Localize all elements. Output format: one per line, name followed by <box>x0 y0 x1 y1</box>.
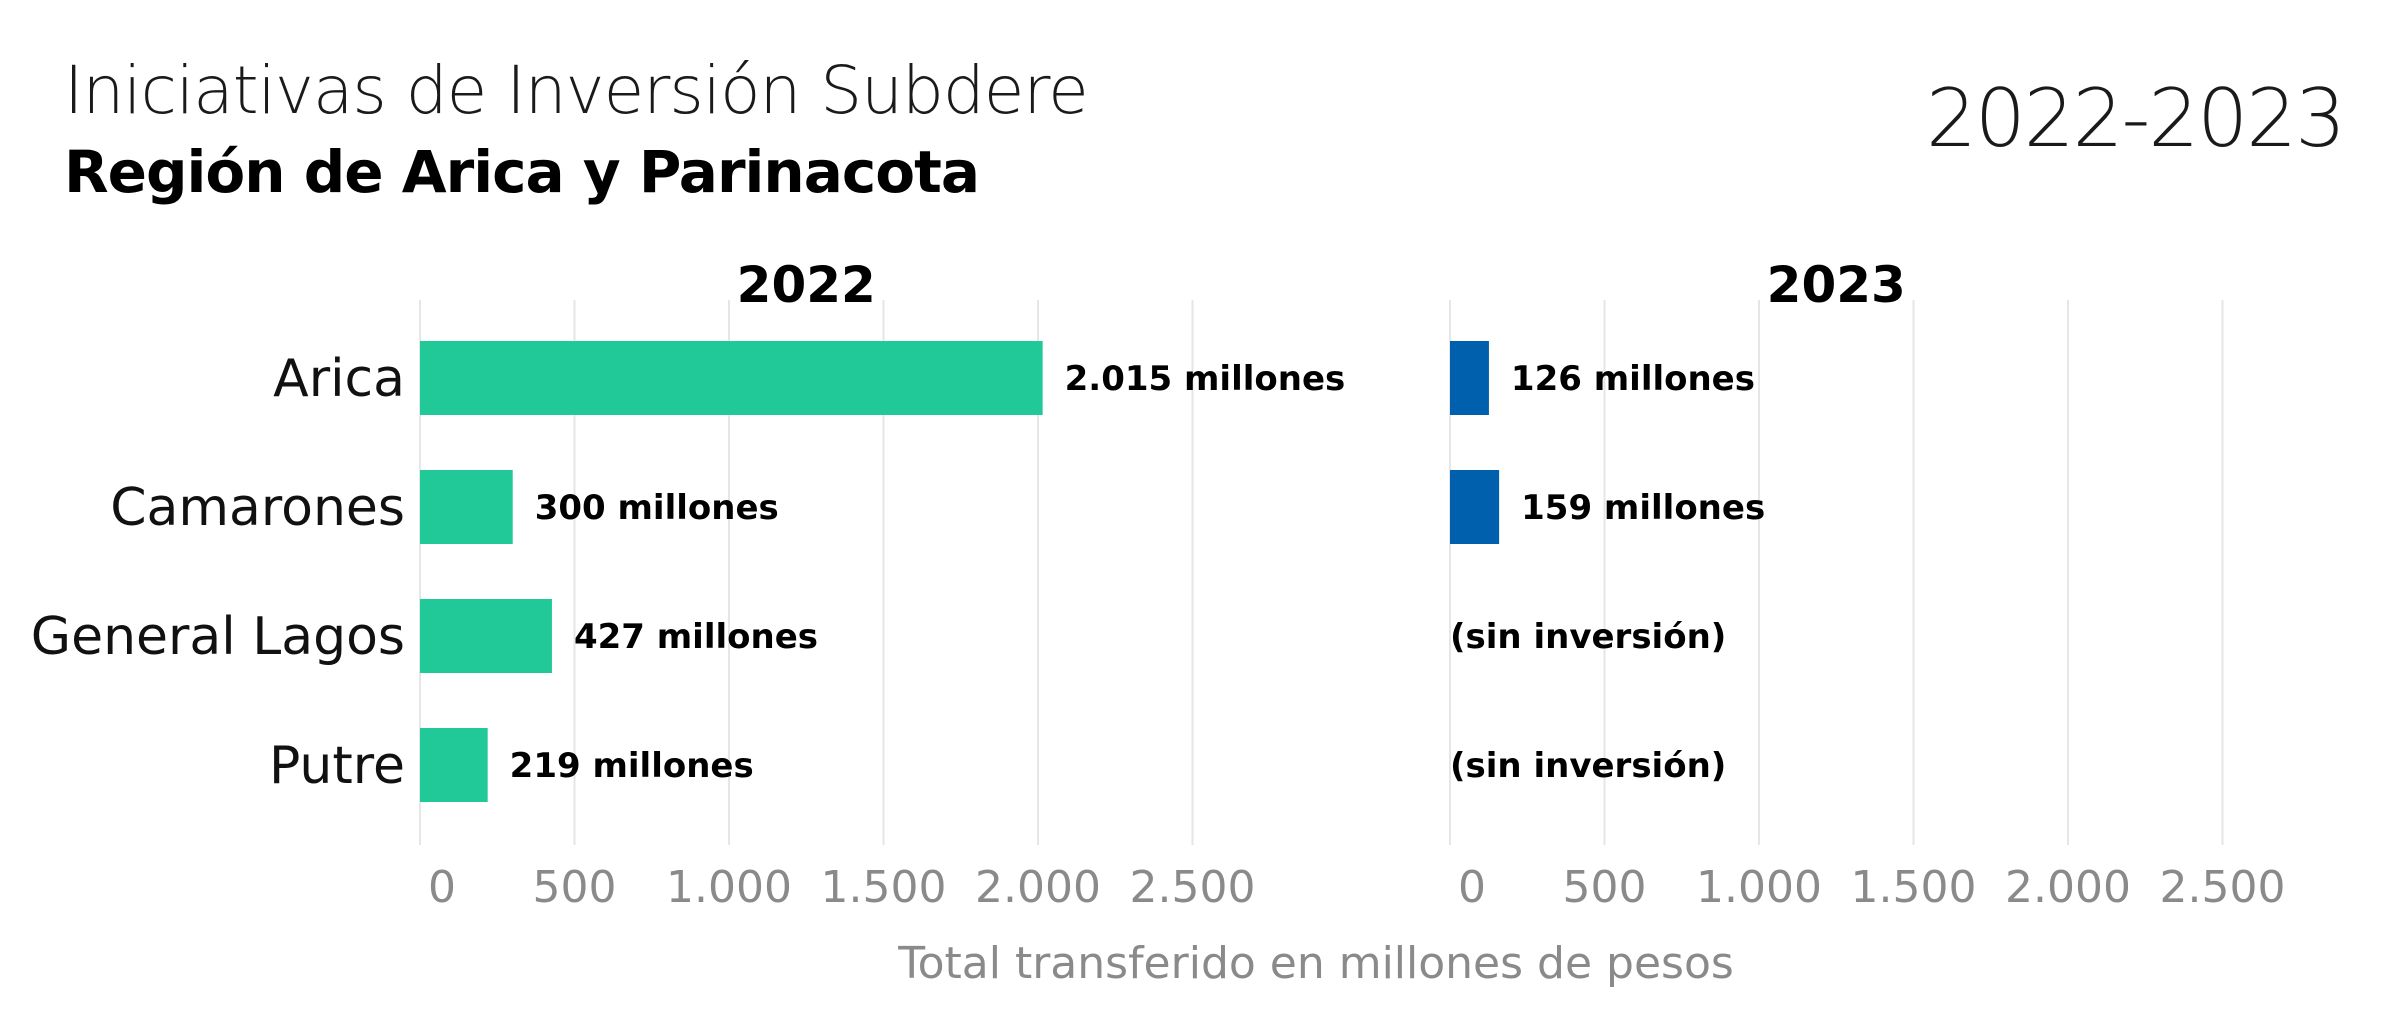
chart-subtitle: Región de Arica y Parinacota <box>64 138 980 206</box>
category-label: Arica <box>273 349 405 409</box>
x-tick-label: 500 <box>1563 862 1647 913</box>
data-label: 427 millones <box>574 617 818 657</box>
data-label: (sin inversión) <box>1450 617 1726 657</box>
x-tick-label: 2.500 <box>2160 862 2286 913</box>
bar <box>420 341 1043 415</box>
x-tick-label: 1.000 <box>666 862 792 913</box>
chart-title: Iniciativas de Inversión Subdere <box>64 52 1089 129</box>
x-tick-label: 500 <box>533 862 617 913</box>
bar <box>420 599 552 673</box>
x-axis-label: Total transferido en millones de pesos <box>897 938 1734 989</box>
category-label: Putre <box>269 736 405 796</box>
category-label: General Lagos <box>31 607 405 667</box>
x-tick-label: 2.000 <box>2005 862 2131 913</box>
x-tick-label: 2.000 <box>975 862 1101 913</box>
bar <box>420 470 513 544</box>
data-label: 2.015 millones <box>1065 359 1346 399</box>
bar <box>420 728 488 802</box>
bar <box>1450 470 1500 544</box>
data-label: 300 millones <box>535 488 779 528</box>
data-label: 159 millones <box>1521 488 1765 528</box>
data-label: (sin inversión) <box>1450 746 1726 786</box>
data-label: 126 millones <box>1511 359 1755 399</box>
x-tick-label: 0 <box>428 862 456 913</box>
panel-title: 2023 <box>1767 256 1906 314</box>
bar <box>1450 341 1489 415</box>
category-label: Camarones <box>110 478 405 538</box>
panel-title: 2022 <box>737 256 876 314</box>
x-tick-label: 1.500 <box>821 862 947 913</box>
data-label: 219 millones <box>510 746 754 786</box>
x-tick-label: 0 <box>1458 862 1486 913</box>
period-label: 2022-2023 <box>1925 72 2346 165</box>
x-tick-label: 1.500 <box>1851 862 1977 913</box>
x-tick-label: 2.500 <box>1130 862 1256 913</box>
x-tick-label: 1.000 <box>1696 862 1822 913</box>
